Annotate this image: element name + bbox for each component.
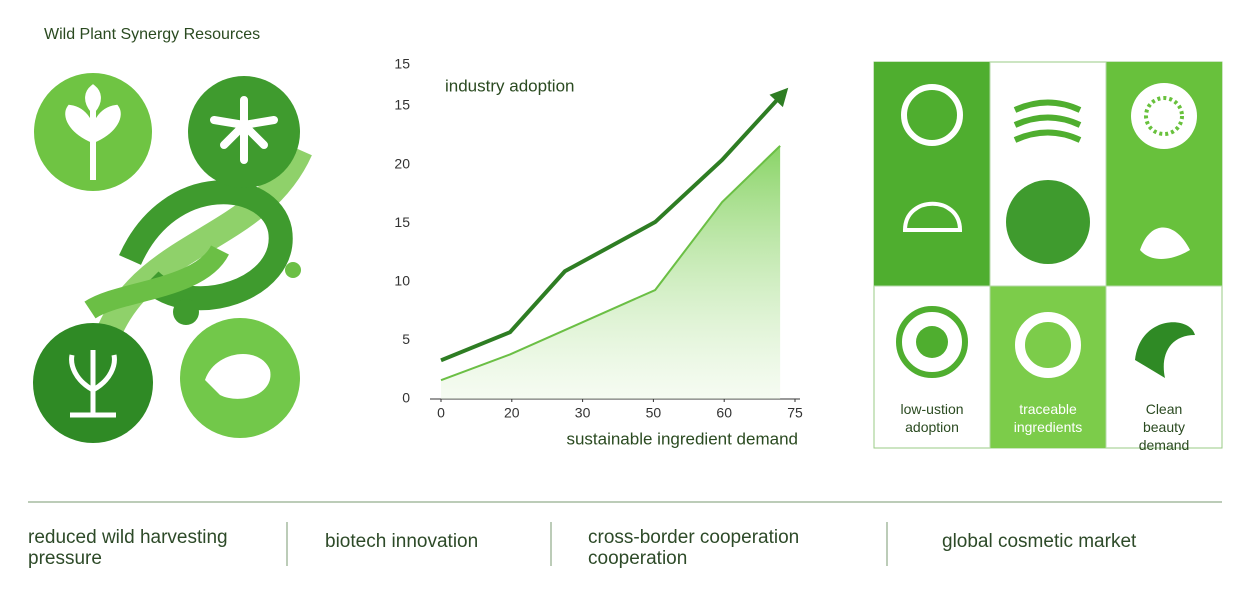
y-tick-label: 15 bbox=[394, 214, 410, 230]
y-tick-label: 20 bbox=[394, 155, 410, 171]
area bbox=[441, 145, 781, 399]
illustration bbox=[33, 73, 312, 443]
y-tick-label: 15 bbox=[394, 97, 410, 113]
annotation: industry adoption bbox=[445, 76, 574, 95]
footer-item: reduced wild harvesting pressure bbox=[28, 527, 228, 569]
tile-label: Clean beauty demand bbox=[1139, 401, 1190, 453]
x-tick-label: 75 bbox=[787, 405, 803, 421]
tile-label: traceable ingredients bbox=[1014, 401, 1083, 435]
x-tick-label: 60 bbox=[716, 405, 732, 421]
x-tick-label: 50 bbox=[646, 405, 662, 421]
y-tick-label: 10 bbox=[394, 273, 410, 289]
y-tick-label: 5 bbox=[402, 331, 410, 347]
x-tick-label: 0 bbox=[437, 405, 445, 421]
x-tick-label: 20 bbox=[504, 405, 520, 421]
title: Wild Plant Synergy Resources bbox=[44, 26, 260, 43]
x-axis-label: sustainable ingredient demand bbox=[566, 429, 798, 448]
footer-item: cross-border cooperation cooperation bbox=[588, 527, 800, 569]
arrow-head bbox=[769, 87, 789, 108]
line-chart: industry adoption sustainable ingredient… bbox=[394, 56, 803, 449]
footer-item: global cosmetic market bbox=[942, 531, 1137, 552]
tiles: low-ustion adoption traceable ingredients … bbox=[873, 61, 1223, 453]
footer-item: biotech innovation bbox=[325, 531, 479, 552]
line bbox=[440, 145, 781, 382]
line bbox=[440, 95, 782, 363]
y-tick-label: 15 bbox=[394, 56, 410, 72]
y-tick-label: 0 bbox=[402, 390, 410, 406]
tile-label: low-ustion adoption bbox=[900, 401, 963, 435]
x-tick-label: 30 bbox=[575, 405, 591, 421]
